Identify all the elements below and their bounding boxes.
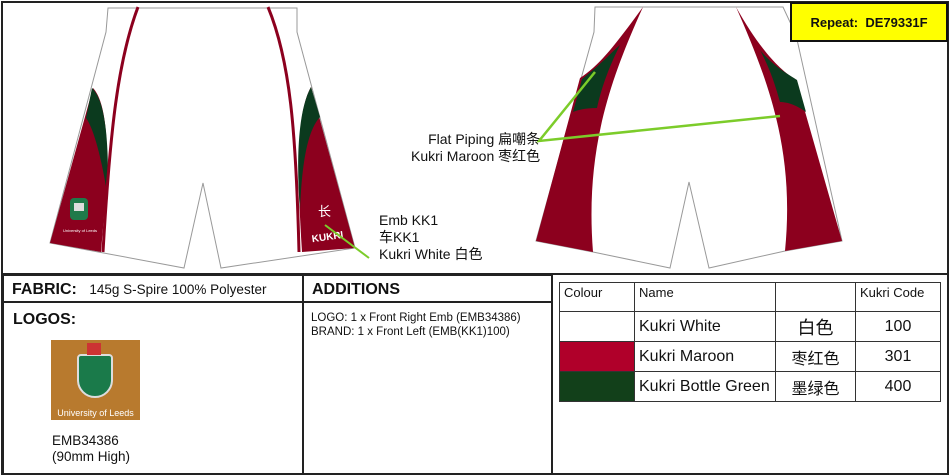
fabric-box: FABRIC: 145g S-Spire 100% Polyester xyxy=(2,274,304,303)
additions-header: ADDITIONS xyxy=(302,274,553,303)
repeat-code: DE79331F xyxy=(865,14,928,30)
back-left-green-panel xyxy=(573,45,620,112)
colour-table: Colour Name Kukri Code Kukri White 白色 10… xyxy=(559,282,941,402)
kukri-logo-icon: 长 xyxy=(318,204,331,219)
front-left-green-panel xyxy=(86,88,109,200)
repeat-badge: Repeat: DE79331F xyxy=(790,2,948,42)
logo-code: EMB34386 xyxy=(52,433,119,448)
back-left-maroon-panel xyxy=(536,7,643,252)
colour-chinese: 枣红色 xyxy=(775,341,856,372)
fabric-value: 145g S-Spire 100% Polyester xyxy=(89,282,267,297)
colour-swatch xyxy=(559,311,635,342)
callout-line: Kukri Maroon 枣红色 xyxy=(411,148,541,164)
additions-line: LOGO: 1 x Front Right Emb (EMB34386) xyxy=(311,312,521,324)
repeat-label: Repeat: xyxy=(810,14,859,30)
front-right-piping xyxy=(266,6,301,253)
callout-line: 车KK1 xyxy=(379,229,420,245)
header-code: Kukri Code xyxy=(855,282,941,312)
table-row: Kukri Bottle Green 墨绿色 400 xyxy=(559,371,941,402)
colour-name: Kukri Bottle Green xyxy=(634,371,776,402)
colour-section xyxy=(551,274,949,475)
table-row: Kukri Maroon 枣红色 301 xyxy=(559,341,941,372)
colour-swatch xyxy=(559,371,635,402)
additions-label: ADDITIONS xyxy=(312,281,400,298)
front-crest-icon xyxy=(70,198,88,220)
front-crest-text: University of Leeds xyxy=(63,228,97,233)
callout-line: Kukri White 白色 xyxy=(379,246,483,262)
header-colour: Colour xyxy=(559,282,635,312)
back-callout-line xyxy=(536,71,781,143)
colour-name: Kukri White xyxy=(634,311,776,342)
colour-code: 400 xyxy=(855,371,941,402)
colour-name: Kukri Maroon xyxy=(634,341,776,372)
callout-line: Emb KK1 xyxy=(379,212,439,228)
front-left-piping xyxy=(101,6,140,253)
back-right-maroon-panel xyxy=(736,7,842,251)
front-shorts-drawing: University of Leeds 长 KUKRI xyxy=(49,6,843,269)
additions-line: BRAND: 1 x Front Left (EMB(KK1)100) xyxy=(311,326,510,338)
front-right-green-panel xyxy=(298,87,320,210)
logos-box: LOGOS: University of Leeds EMB34386 (90m… xyxy=(2,301,304,475)
callout-line: Flat Piping 扁嘲条 xyxy=(428,131,541,147)
additions-box: LOGO: 1 x Front Right Emb (EMB34386) BRA… xyxy=(302,301,553,475)
back-right-green-panel xyxy=(760,50,806,112)
table-row: Kukri White 白色 100 xyxy=(559,311,941,342)
university-logo: University of Leeds xyxy=(51,340,140,420)
colour-chinese: 墨绿色 xyxy=(775,371,856,402)
front-callout-line xyxy=(324,224,370,259)
colour-code: 100 xyxy=(855,311,941,342)
back-callout: Flat Piping 扁嘲条 Kukri Maroon 枣红色 xyxy=(411,131,540,165)
colour-code: 301 xyxy=(855,341,941,372)
front-callout: Emb KK1 车KK1 Kukri White 白色 xyxy=(379,212,482,263)
logo-text: University of Leeds xyxy=(57,408,134,418)
colour-swatch xyxy=(559,341,635,372)
header-name: Name xyxy=(634,282,776,312)
logo-size: (90mm High) xyxy=(52,449,131,464)
logos-label: LOGOS: xyxy=(13,311,77,328)
fabric-label: FABRIC: xyxy=(12,281,77,298)
